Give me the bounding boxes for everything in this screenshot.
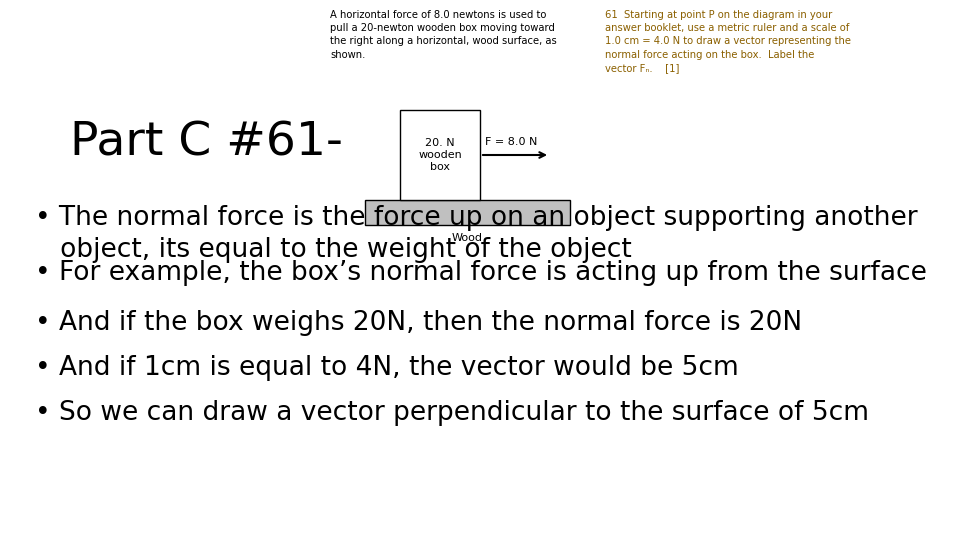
Text: F = 8.0 N: F = 8.0 N [485, 137, 538, 147]
Text: • And if the box weighs 20N, then the normal force is 20N: • And if the box weighs 20N, then the no… [35, 310, 803, 336]
Text: • For example, the box’s normal force is acting up from the surface: • For example, the box’s normal force is… [35, 260, 926, 286]
Text: • The normal force is the force up on an object supporting another
   object, it: • The normal force is the force up on an… [35, 205, 918, 263]
Bar [365, 200, 570, 225]
Text: 61  Starting at point P on the diagram in your
answer booklet, use a metric rule: 61 Starting at point P on the diagram in… [605, 10, 851, 73]
Text: Wood: Wood [452, 233, 483, 243]
Text: 20. N
wooden
box: 20. N wooden box [419, 138, 462, 172]
Text: A horizontal force of 8.0 newtons is used to
pull a 20-newton wooden box moving : A horizontal force of 8.0 newtons is use… [330, 10, 557, 59]
Text: Part C #61-: Part C #61- [70, 120, 343, 165]
Bar [400, 110, 480, 200]
Text: • So we can draw a vector perpendicular to the surface of 5cm: • So we can draw a vector perpendicular … [35, 400, 869, 426]
Text: • And if 1cm is equal to 4N, the vector would be 5cm: • And if 1cm is equal to 4N, the vector … [35, 355, 739, 381]
